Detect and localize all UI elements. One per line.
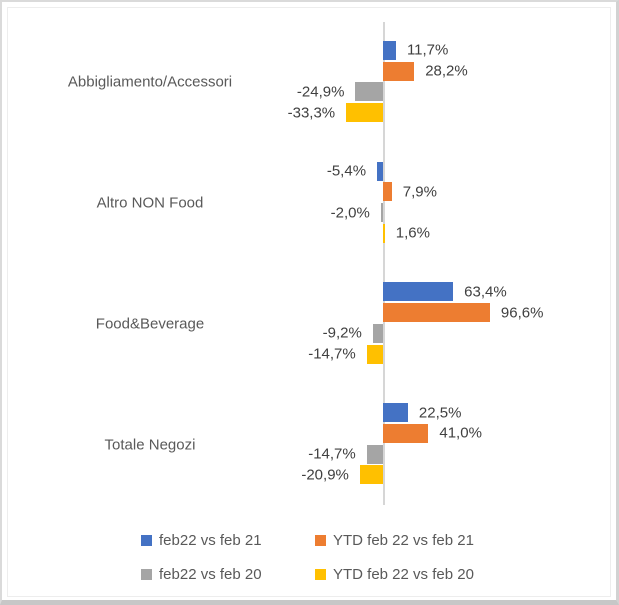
bar-1-1 — [383, 182, 392, 202]
bar-3-2 — [366, 444, 383, 464]
data-label: -24,9% — [296, 83, 345, 101]
data-label: -20,9% — [301, 466, 349, 484]
bar-2-0 — [383, 282, 454, 302]
bar-0-2 — [355, 82, 383, 102]
value-axis-zero-line — [383, 22, 385, 505]
bar-0-3 — [346, 103, 383, 123]
data-label: -33,3% — [287, 104, 336, 122]
legend-item-feb22-vs-feb20: feb22 vs feb 20 — [141, 566, 262, 583]
data-label: -9,2% — [322, 324, 362, 342]
legend-label: feb22 vs feb 21 — [159, 532, 262, 549]
legend-item-feb22-vs-feb21: feb22 vs feb 21 — [141, 532, 262, 549]
category-label-abbigliamento-accessori: Abbigliamento/Accessori — [67, 73, 233, 91]
bar-3-1 — [383, 423, 429, 443]
data-label: 7,9% — [402, 183, 437, 201]
data-label: 96,6% — [500, 304, 544, 322]
bar-1-3 — [383, 223, 385, 243]
legend-swatch-blue — [141, 535, 152, 546]
bar-1-2 — [380, 203, 383, 223]
legend-label: YTD feb 22 vs feb 20 — [333, 566, 474, 583]
data-label: -14,7% — [308, 345, 356, 363]
data-label: -2,0% — [330, 204, 370, 222]
legend-label: YTD feb 22 vs feb 21 — [333, 532, 474, 549]
data-label: 1,6% — [395, 224, 430, 242]
bar-1-0 — [377, 161, 383, 181]
category-label-altro-non-food: Altro NON Food — [96, 194, 204, 212]
data-label: 28,2% — [425, 62, 468, 80]
legend-item-ytd-feb22-vs-feb20: YTD feb 22 vs feb 20 — [315, 566, 474, 583]
bar-0-0 — [383, 40, 396, 60]
bar-0-1 — [383, 61, 415, 81]
bar-2-1 — [383, 303, 490, 323]
bar-3-3 — [359, 465, 383, 485]
bar-2-3 — [366, 344, 383, 364]
bar-2-2 — [372, 323, 383, 343]
data-label: 22,5% — [418, 404, 462, 422]
data-label: 11,7% — [406, 41, 449, 59]
data-label: -5,4% — [326, 162, 367, 180]
category-label-totale-negozi: Totale Negozi — [104, 436, 196, 454]
legend-item-ytd-feb22-vs-feb21: YTD feb 22 vs feb 21 — [315, 532, 474, 549]
data-label: 63,4% — [464, 283, 507, 301]
legend-label: feb22 vs feb 20 — [159, 566, 262, 583]
legend-swatch-orange — [315, 535, 326, 546]
category-label-food-beverage: Food&Beverage — [95, 315, 205, 333]
legend-swatch-gray — [141, 569, 152, 580]
legend-swatch-yellow — [315, 569, 326, 580]
bar-3-0 — [383, 403, 408, 423]
data-label: 41,0% — [439, 424, 482, 442]
data-label: -14,7% — [308, 445, 356, 463]
